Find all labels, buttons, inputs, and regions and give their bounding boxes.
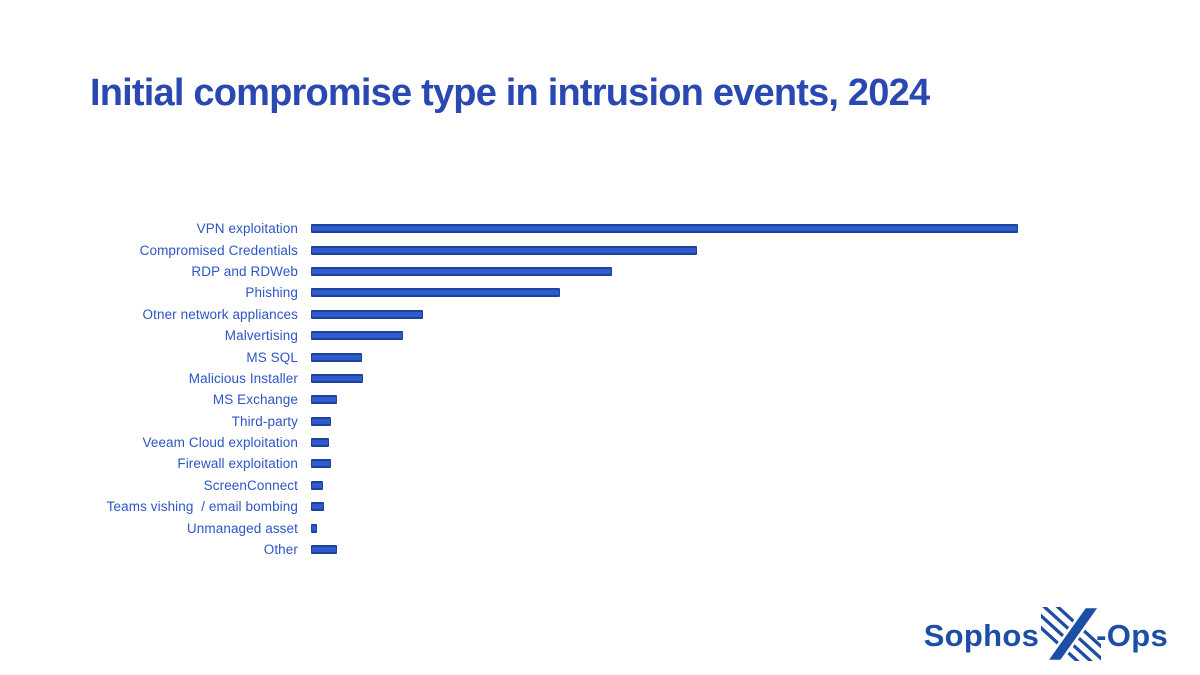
category-label: MS Exchange	[212, 392, 298, 408]
category-label: Teams vishing / email bombing	[106, 499, 298, 515]
chart-row: Teams vishing / email bombing	[0, 496, 1100, 517]
category-label: Third-party	[231, 413, 298, 429]
logo-text-sophos: Sophos	[923, 617, 1040, 653]
category-label: Otner network appliances	[142, 306, 298, 322]
chart-row: Unmanaged asset	[0, 517, 1100, 538]
x-stripes-icon	[1041, 607, 1102, 661]
chart-title: Initial compromise type in intrusion eve…	[90, 72, 930, 114]
bar	[311, 288, 560, 298]
bar	[311, 416, 331, 426]
chart-row: MS Exchange	[0, 389, 1100, 410]
category-label: Unmanaged asset	[186, 520, 298, 536]
bar	[311, 245, 698, 255]
bar	[311, 331, 403, 341]
bar	[311, 480, 324, 490]
bar	[311, 502, 324, 512]
category-label: Phishing	[245, 285, 298, 301]
category-label: Veeam Cloud exploitation	[142, 435, 298, 451]
sophos-x-ops-logo: Sophos -Ops	[924, 605, 1168, 663]
chart-row: Compromised Credentials	[0, 239, 1100, 260]
bar	[311, 545, 338, 555]
chart-row: Veeam Cloud exploitation	[0, 432, 1100, 453]
chart-row: Otner network appliances	[0, 304, 1100, 325]
chart-row: RDP and RDWeb	[0, 261, 1100, 282]
bar	[311, 395, 338, 405]
bar	[311, 438, 330, 448]
chart-row: Third-party	[0, 411, 1100, 432]
bar	[311, 523, 317, 533]
chart-row: Malvertising	[0, 325, 1100, 346]
chart-row: Firewall exploitation	[0, 453, 1100, 474]
chart-row: Phishing	[0, 282, 1100, 303]
category-label: RDP and RDWeb	[191, 263, 298, 279]
chart-row: Other	[0, 539, 1100, 560]
bar	[311, 352, 362, 362]
chart-row: VPN exploitation	[0, 218, 1100, 239]
category-label: Other	[263, 542, 298, 558]
bar	[311, 373, 364, 383]
logo-text-ops: -Ops	[1096, 617, 1168, 653]
bar	[311, 459, 331, 469]
bar	[311, 224, 1018, 234]
category-label: VPN exploitation	[196, 221, 298, 237]
bar-chart: VPN exploitation Compromised Credentials…	[0, 218, 1100, 560]
bar	[311, 266, 613, 276]
category-label: Malvertising	[224, 328, 298, 344]
chart-row: ScreenConnect	[0, 475, 1100, 496]
bar	[311, 309, 423, 319]
category-label: Compromised Credentials	[139, 242, 298, 258]
chart-row: Malicious Installer	[0, 368, 1100, 389]
category-label: ScreenConnect	[203, 477, 298, 493]
category-label: Malicious Installer	[188, 370, 298, 386]
category-label: Firewall exploitation	[177, 456, 298, 472]
category-label: MS SQL	[246, 349, 298, 365]
chart-row: MS SQL	[0, 346, 1100, 367]
